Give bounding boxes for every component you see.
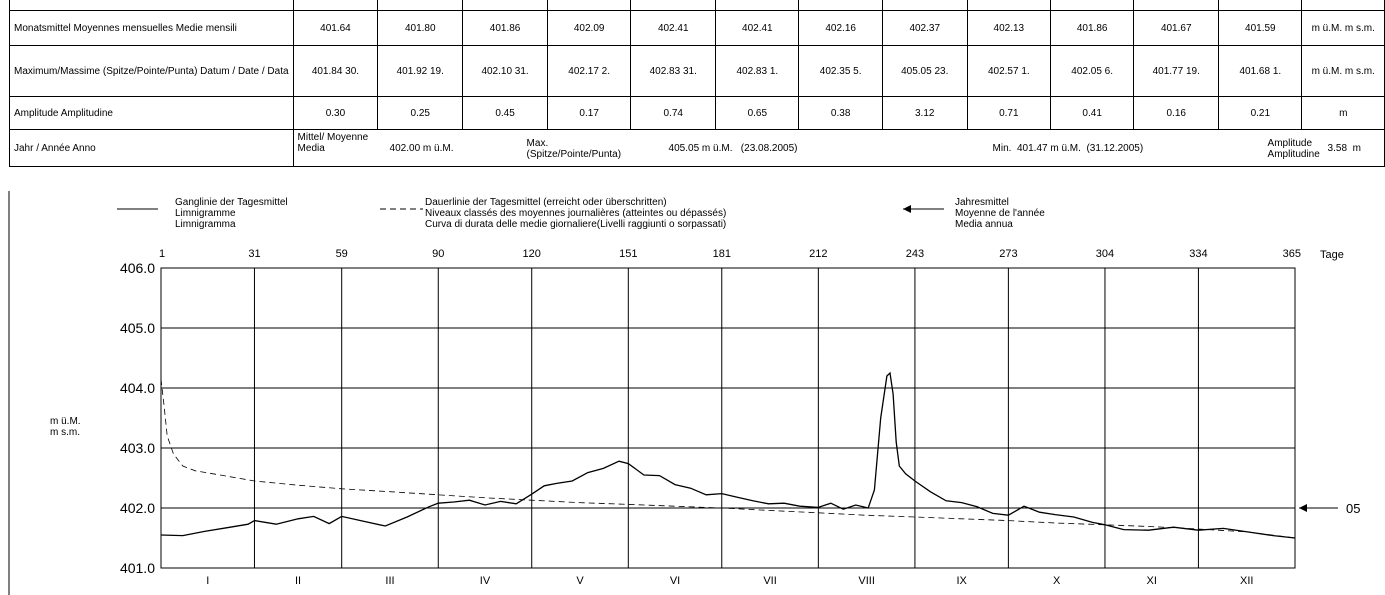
cell-mean-12: 401.59	[1218, 10, 1303, 46]
x-tick-label: 243	[906, 248, 924, 260]
annual-mean-label: 05	[1346, 501, 1360, 516]
y-tick-label: 404.0	[120, 380, 155, 396]
table-row-amplitude: Amplitude Amplitudine 0.30 0.25 0.45 0.1…	[9, 96, 1385, 130]
cell-mean-04: 402.09	[546, 10, 632, 46]
month-label: VIII	[858, 575, 875, 587]
annual-mean-arrow-icon	[1299, 504, 1307, 512]
year-max-value: 405.05 m ü.M. (23.08.2005)	[668, 143, 798, 154]
row-label-monthly-mean: Monatsmittel Moyennes mensuelles Medie m…	[9, 10, 294, 46]
series-duration-curve	[160, 378, 1296, 539]
x-tick-label: 59	[336, 248, 348, 260]
x-tick-label: 273	[999, 248, 1017, 260]
cell-amp-04: 0.17	[546, 96, 632, 130]
cell-max-03: 402.10 31.	[462, 45, 548, 97]
row-label-year: Jahr / Année Anno	[9, 129, 294, 167]
x-tick-label: 151	[619, 248, 637, 260]
x-axis-day-ticks: 1 31 59 90 120 151 181 212 243 273 304 334 365	[159, 248, 1301, 260]
x-tick-label: 365	[1283, 248, 1301, 260]
cell-amp-05: 0.74	[630, 96, 717, 130]
table-row-year: Jahr / Année Anno Mittel/ Moyenne Media …	[9, 129, 1385, 167]
year-amp-value: 3.58 m	[1327, 143, 1361, 154]
unit-max: m ü.M. m s.m.	[1301, 45, 1385, 97]
year-amp-label: Amplitude Amplitudine	[1267, 138, 1320, 160]
y-tick-label: 402.0	[120, 500, 155, 516]
x-tick-label: 212	[809, 248, 827, 260]
y-axis-label: m ü.M. m s.m.	[50, 416, 81, 438]
chart-grid	[160, 267, 1296, 569]
month-label: XI	[1146, 575, 1156, 587]
cell-max-07: 402.35 5.	[798, 45, 883, 97]
cell-amp-02: 0.25	[377, 96, 464, 130]
table-row-maximum: Maximum/Massime (Spitze/Pointe/Punta) Da…	[9, 45, 1385, 97]
year-mean-value: 402.00 m ü.M.	[389, 143, 454, 154]
cell-mean-01: 401.64	[292, 10, 379, 46]
legend-hydrograph: Ganglinie der Tagesmittel Limnigramme Limn…	[175, 197, 288, 230]
x-tick-label: 1	[159, 248, 165, 260]
y-tick-label: 406.0	[120, 260, 155, 276]
x-tick-label: 120	[523, 248, 541, 260]
month-label: III	[385, 575, 394, 587]
x-axis-month-labels: I II III IV V VI VII VIII IX X XI XII	[206, 575, 1253, 587]
month-label: IX	[956, 575, 967, 587]
month-label: V	[576, 575, 584, 587]
x-tick-label: 334	[1189, 248, 1207, 260]
cell-mean-09: 402.13	[966, 10, 1051, 46]
legend-annual-mean: Jahresmittel Moyenne de l'année Media annu…	[955, 197, 1045, 230]
cell-max-02: 401.92 19.	[377, 45, 464, 97]
legend-arrow-icon	[903, 205, 911, 213]
month-label: I	[206, 575, 209, 587]
legend-duration: Dauerlinie der Tagesmittel (erreicht ode…	[425, 197, 726, 230]
series-daily-mean	[160, 371, 1296, 539]
cell-max-11: 401.77 19.	[1133, 45, 1220, 97]
month-label: VII	[763, 575, 776, 587]
row-label-maximum: Maximum/Massime (Spitze/Pointe/Punta) Da…	[9, 45, 294, 97]
cell-amp-03: 0.45	[462, 96, 548, 130]
year-max-label: Max. (Spitze/Pointe/Punta)	[526, 138, 622, 160]
cell-mean-05: 402.41	[630, 10, 717, 46]
year-min-value: Min. 401.47 m ü.M. (31.12.2005)	[992, 143, 1144, 154]
cell-amp-12: 0.21	[1218, 96, 1303, 130]
y-axis-ticks: 406.0 405.0 404.0 403.0 402.0 401.0	[120, 260, 155, 576]
year-summary: Mittel/ Moyenne Media 402.00 m ü.M. Max.…	[292, 129, 1385, 167]
row-label-amplitude: Amplitude Amplitudine	[9, 96, 294, 130]
y-tick-label: 401.0	[120, 560, 155, 576]
cell-max-01: 401.84 30.	[292, 45, 379, 97]
x-tick-label: 31	[248, 248, 260, 260]
cell-max-06: 402.83 1.	[715, 45, 800, 97]
month-label: XII	[1240, 575, 1253, 587]
year-mean-label: Mittel/ Moyenne Media	[297, 132, 369, 154]
y-tick-label: 405.0	[120, 320, 155, 336]
cell-mean-08: 402.37	[881, 10, 968, 46]
cell-amp-07: 0.38	[798, 96, 883, 130]
cell-amp-01: 0.30	[292, 96, 379, 130]
x-tick-label: 90	[432, 248, 444, 260]
unit-mean: m ü.M. m s.m.	[1301, 10, 1385, 46]
month-label: II	[295, 575, 301, 587]
y-tick-label: 403.0	[120, 440, 155, 456]
table-row-monthly-mean: Monatsmittel Moyennes mensuelles Medie m…	[9, 10, 1385, 46]
chart-series	[160, 371, 1296, 539]
unit-amp: m	[1301, 96, 1385, 130]
annual-mean-marker: 05	[1299, 501, 1360, 516]
monthly-stats-table: Monatsmittel Moyennes mensuelles Medie m…	[9, 0, 1385, 167]
x-tick-label: 181	[713, 248, 731, 260]
x-axis-label: Tage	[1320, 249, 1344, 261]
cell-amp-11: 0.16	[1133, 96, 1220, 130]
cell-mean-10: 401.86	[1049, 10, 1135, 46]
cell-max-04: 402.17 2.	[546, 45, 632, 97]
month-label: IV	[480, 575, 491, 587]
x-tick-label: 304	[1096, 248, 1114, 260]
month-label: VI	[670, 575, 680, 587]
cell-mean-11: 401.67	[1133, 10, 1220, 46]
cell-max-08: 405.05 23.	[881, 45, 968, 97]
month-label: X	[1053, 575, 1061, 587]
